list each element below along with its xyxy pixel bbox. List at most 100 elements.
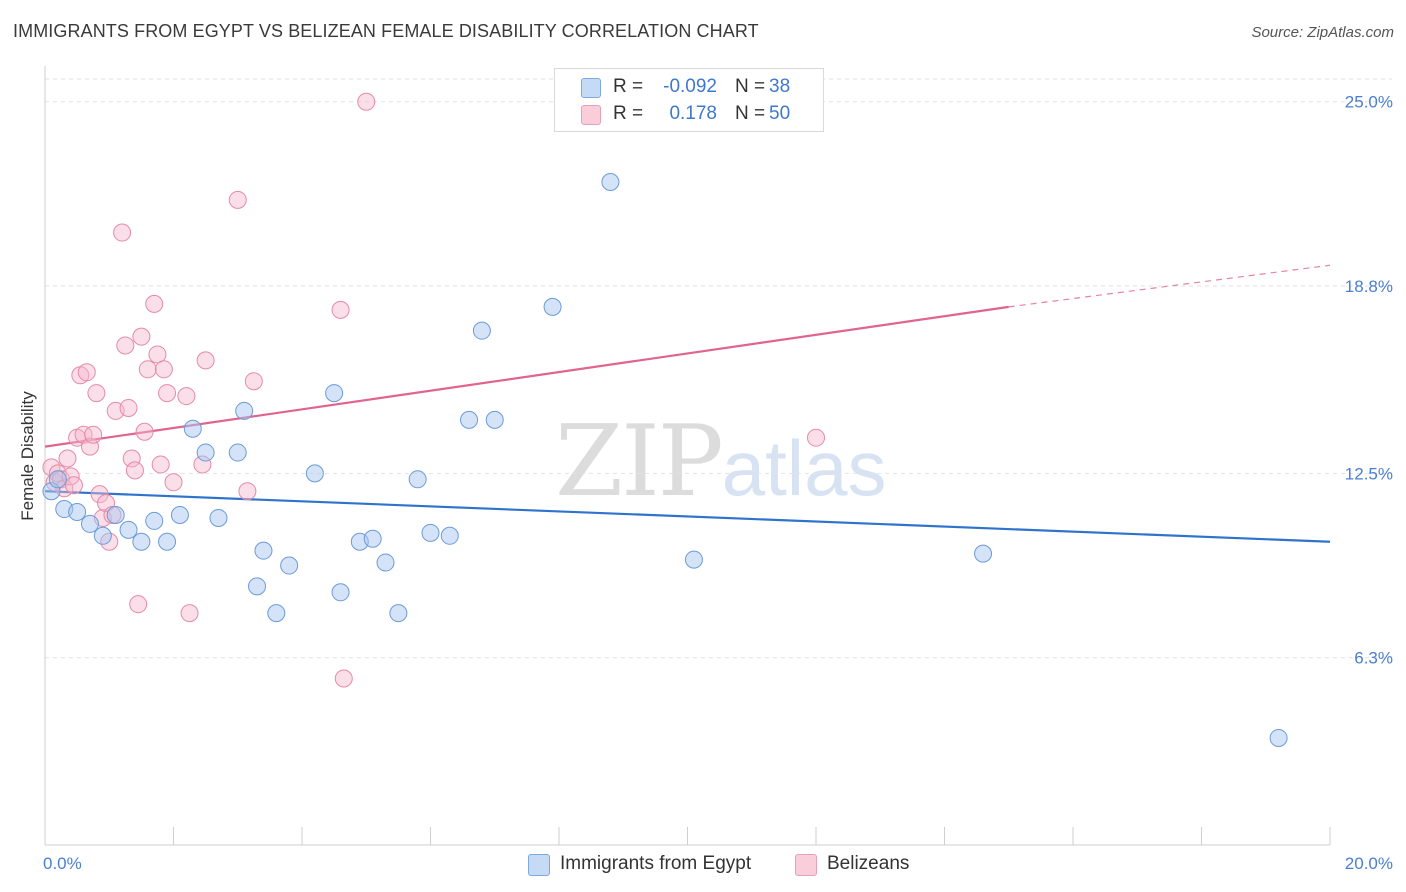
chart-title: IMMIGRANTS FROM EGYPT VS BELIZEAN FEMALE… xyxy=(13,21,759,41)
x-tick-label: 20.0% xyxy=(1345,854,1393,873)
bottom-legend-swatch-egypt xyxy=(528,854,550,876)
legend-n-label: N = xyxy=(735,76,766,97)
belizeans-trend-extension xyxy=(1008,264,1331,308)
belizeans-point xyxy=(74,425,93,444)
legend-swatch-egypt xyxy=(581,78,601,98)
egypt-point xyxy=(376,553,395,572)
belizeans-point xyxy=(196,351,215,370)
belizeans-point xyxy=(119,398,138,417)
y-tick-label: 6.3% xyxy=(1354,649,1393,668)
belizeans-point xyxy=(238,482,257,501)
belizeans-point xyxy=(80,437,99,456)
egypt-point xyxy=(119,520,138,539)
bottom-legend-swatch-belizeans xyxy=(795,854,817,876)
watermark-zip: ZIP xyxy=(555,405,724,519)
legend-r-label: R = xyxy=(613,103,644,124)
legend-r-value: 0.178 xyxy=(669,103,717,124)
egypt-point xyxy=(196,443,215,462)
egypt-point xyxy=(80,514,99,533)
egypt-point xyxy=(158,532,177,551)
egypt-point xyxy=(280,556,299,575)
trend-lines xyxy=(44,264,1331,543)
x-tick-label: 0.0% xyxy=(43,854,82,873)
egypt-point xyxy=(325,384,344,403)
egypt-point xyxy=(543,297,562,316)
belizeans-point xyxy=(135,422,154,441)
egypt-point xyxy=(235,401,254,420)
legend-row-egypt: R = -0.092 N = 38 xyxy=(555,74,823,100)
belizeans-point xyxy=(77,363,96,382)
belizeans-point xyxy=(64,476,83,495)
egypt-point xyxy=(363,529,382,548)
egypt-point xyxy=(106,505,125,524)
bottom-legend-label-egypt: Immigrants from Egypt xyxy=(560,853,752,874)
egypt-point xyxy=(684,550,703,569)
belizeans-point xyxy=(357,92,376,111)
egypt-point xyxy=(460,410,479,429)
chart-source: Source: ZipAtlas.com xyxy=(1251,24,1394,41)
egypt-point xyxy=(601,173,620,192)
legend-row-belizeans: R = 0.178 N = 50 xyxy=(555,101,823,127)
egypt-point xyxy=(93,526,112,545)
egypt-point xyxy=(974,544,993,563)
belizeans-point xyxy=(122,449,141,468)
egypt-points xyxy=(42,173,1288,747)
egypt-point xyxy=(331,583,350,602)
belizeans-point xyxy=(807,428,825,447)
y-tick-label: 12.5% xyxy=(1345,464,1393,483)
belizeans-point xyxy=(138,360,157,379)
belizeans-point xyxy=(164,473,183,492)
belizeans-point xyxy=(151,455,170,474)
grid-lines xyxy=(45,78,1392,659)
belizeans-point xyxy=(58,449,77,468)
y-axis-label: Female Disability xyxy=(18,391,37,521)
egypt-point xyxy=(209,508,228,527)
egypt-point xyxy=(408,470,427,489)
belizeans-point xyxy=(97,494,116,513)
egypt-point xyxy=(305,464,324,483)
egypt-point xyxy=(267,604,286,623)
belizeans-point xyxy=(158,384,177,403)
belizeans-point xyxy=(145,294,164,313)
belizeans-point xyxy=(180,604,199,623)
y-tick-label: 18.8% xyxy=(1345,277,1393,296)
legend-r-label: R = xyxy=(613,76,644,97)
belizeans-point xyxy=(113,223,132,242)
belizeans-point xyxy=(228,190,247,209)
belizeans-point xyxy=(132,327,151,346)
egypt-point xyxy=(68,503,87,522)
legend-swatch-belizeans xyxy=(581,105,601,125)
egypt-point xyxy=(145,511,164,530)
correlation-legend: R = -0.092 N = 38 R = 0.178 N = 50 xyxy=(554,68,824,132)
egypt-point xyxy=(472,321,491,340)
egypt-point xyxy=(248,577,267,596)
egypt-point xyxy=(254,541,273,560)
egypt-point xyxy=(421,523,440,542)
belizeans-point xyxy=(244,372,263,391)
belizeans-point xyxy=(154,360,173,379)
bottom-legend-label-belizeans: Belizeans xyxy=(827,853,910,874)
legend-n-value: 50 xyxy=(769,103,791,124)
belizeans-point xyxy=(148,345,167,364)
egypt-point xyxy=(228,443,247,462)
egypt-point xyxy=(485,410,504,429)
egypt-point xyxy=(1269,728,1288,747)
y-tick-label: 25.0% xyxy=(1345,93,1393,112)
egypt-point xyxy=(132,532,151,551)
belizeans-point xyxy=(116,336,135,355)
egypt-point xyxy=(183,419,202,438)
egypt-point xyxy=(48,470,67,489)
belizeans-point xyxy=(84,425,103,444)
belizeans-point xyxy=(331,300,350,319)
belizeans-point xyxy=(129,595,148,614)
belizeans-point xyxy=(177,387,196,406)
egypt-trend-line xyxy=(44,490,1331,543)
axes xyxy=(44,66,1331,846)
belizeans-point xyxy=(334,669,353,688)
watermark: ZIPatlas xyxy=(555,405,887,519)
belizeans-trend-line xyxy=(44,305,1009,448)
legend-n-value: 38 xyxy=(769,76,791,97)
egypt-point xyxy=(440,526,459,545)
tick-labels: 6.3% 12.5% 18.8% 25.0% 0.0% 20.0% xyxy=(43,93,1393,873)
